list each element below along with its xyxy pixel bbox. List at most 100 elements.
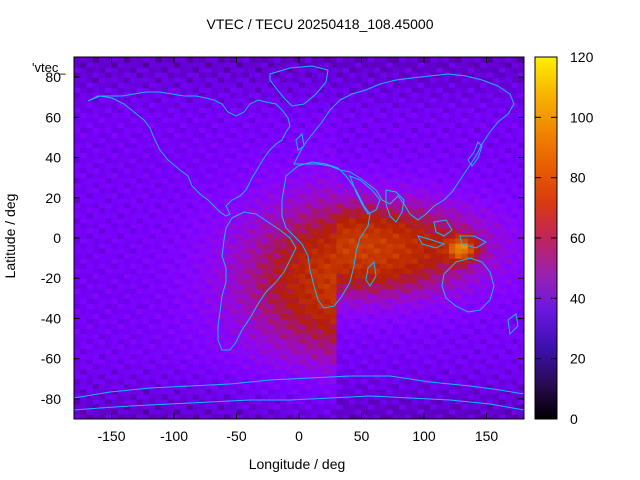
heatmap-cell [167, 197, 175, 204]
heatmap-cell [80, 318, 88, 325]
heatmap-cell [130, 363, 138, 370]
heatmap-cell [186, 187, 194, 194]
heatmap-cell [405, 102, 413, 108]
heatmap-cell [261, 87, 269, 93]
heatmap-cell [355, 132, 363, 139]
heatmap-cell [117, 192, 125, 199]
heatmap-cell [130, 308, 138, 315]
heatmap-cell [199, 343, 206, 350]
heatmap-cell [317, 112, 325, 118]
heatmap-cell [130, 147, 138, 154]
heatmap-cell [167, 243, 175, 249]
heatmap-cell [367, 248, 375, 254]
heatmap-cell [330, 232, 338, 239]
heatmap-cell [211, 343, 219, 350]
heatmap-cell [461, 283, 469, 289]
heatmap-cell [455, 253, 463, 259]
heatmap-cell [386, 232, 394, 239]
heatmap-cell [480, 248, 488, 254]
heatmap-cell [292, 323, 300, 330]
heatmap-cell [74, 268, 81, 274]
heatmap-cell [386, 258, 394, 264]
heatmap-cell [105, 258, 113, 264]
heatmap-cell [299, 192, 306, 199]
heatmap-cell [349, 232, 356, 239]
heatmap-cell [386, 333, 394, 340]
heatmap-cell [486, 102, 494, 108]
heatmap-cell [249, 132, 256, 139]
heatmap-cell [374, 328, 381, 335]
heatmap-cell [74, 92, 81, 98]
heatmap-cell [349, 243, 356, 249]
heatmap-cell [424, 172, 431, 179]
heatmap-cell [267, 177, 275, 184]
heatmap-cell [317, 172, 325, 179]
heatmap-cell [255, 368, 263, 375]
heatmap-cell [124, 232, 131, 239]
heatmap-cell [274, 378, 281, 385]
heatmap-cell [142, 293, 150, 299]
heatmap-cell [261, 303, 269, 309]
heatmap-cell [324, 212, 331, 219]
heatmap-cell [399, 142, 406, 149]
heatmap-cell [486, 328, 494, 335]
heatmap-cell [267, 303, 275, 309]
heatmap-cell [386, 343, 394, 350]
heatmap-cell [336, 192, 344, 199]
heatmap-cell [217, 343, 225, 350]
heatmap-cell [130, 238, 138, 244]
heatmap-cell [86, 253, 94, 259]
heatmap-cell [374, 222, 381, 229]
heatmap-cell [255, 117, 263, 123]
heatmap-cell [430, 207, 438, 214]
heatmap-cell [367, 122, 375, 128]
heatmap-cell [380, 248, 388, 254]
heatmap-cell [105, 227, 113, 234]
heatmap-cell [411, 167, 419, 174]
heatmap-cell [461, 363, 469, 370]
heatmap-cell [167, 167, 175, 174]
heatmap-cell [192, 378, 200, 385]
heatmap-cell [217, 107, 225, 113]
heatmap-cell [492, 408, 500, 415]
heatmap-cell [105, 383, 113, 390]
heatmap-cell [374, 313, 381, 320]
heatmap-cell [467, 122, 475, 128]
heatmap-cell [99, 162, 106, 169]
heatmap-cell [461, 358, 469, 365]
heatmap-cell [367, 318, 375, 325]
heatmap-cell [499, 107, 506, 113]
heatmap-cell [249, 358, 256, 365]
heatmap-cell [74, 182, 81, 189]
heatmap-cell [399, 403, 406, 410]
heatmap-cell [442, 142, 450, 149]
heatmap-cell [86, 263, 94, 269]
heatmap-cell [430, 268, 438, 274]
heatmap-cell [249, 117, 256, 123]
heatmap-cell [355, 102, 363, 108]
heatmap-cell [167, 227, 175, 234]
heatmap-cell [486, 398, 494, 405]
heatmap-cell [505, 268, 513, 274]
heatmap-cell [124, 283, 131, 289]
heatmap-cell [105, 107, 113, 113]
heatmap-cell [180, 222, 188, 229]
heatmap-cell [99, 192, 106, 199]
heatmap-cell [117, 177, 125, 184]
heatmap-cell [411, 122, 419, 128]
heatmap-cell [342, 348, 350, 355]
heatmap-cell [174, 202, 181, 209]
heatmap-cell [280, 97, 288, 103]
heatmap-cell [167, 343, 175, 350]
heatmap-cell [505, 207, 513, 214]
heatmap-cell [499, 87, 506, 93]
heatmap-cell [517, 388, 524, 395]
heatmap-cell [274, 187, 281, 194]
heatmap-cell [417, 243, 425, 249]
heatmap-cell [280, 398, 288, 405]
heatmap-cell [205, 383, 213, 390]
heatmap-cell [317, 248, 325, 254]
heatmap-cell [111, 238, 119, 244]
heatmap-cell [261, 172, 269, 179]
heatmap-cell [249, 202, 256, 209]
